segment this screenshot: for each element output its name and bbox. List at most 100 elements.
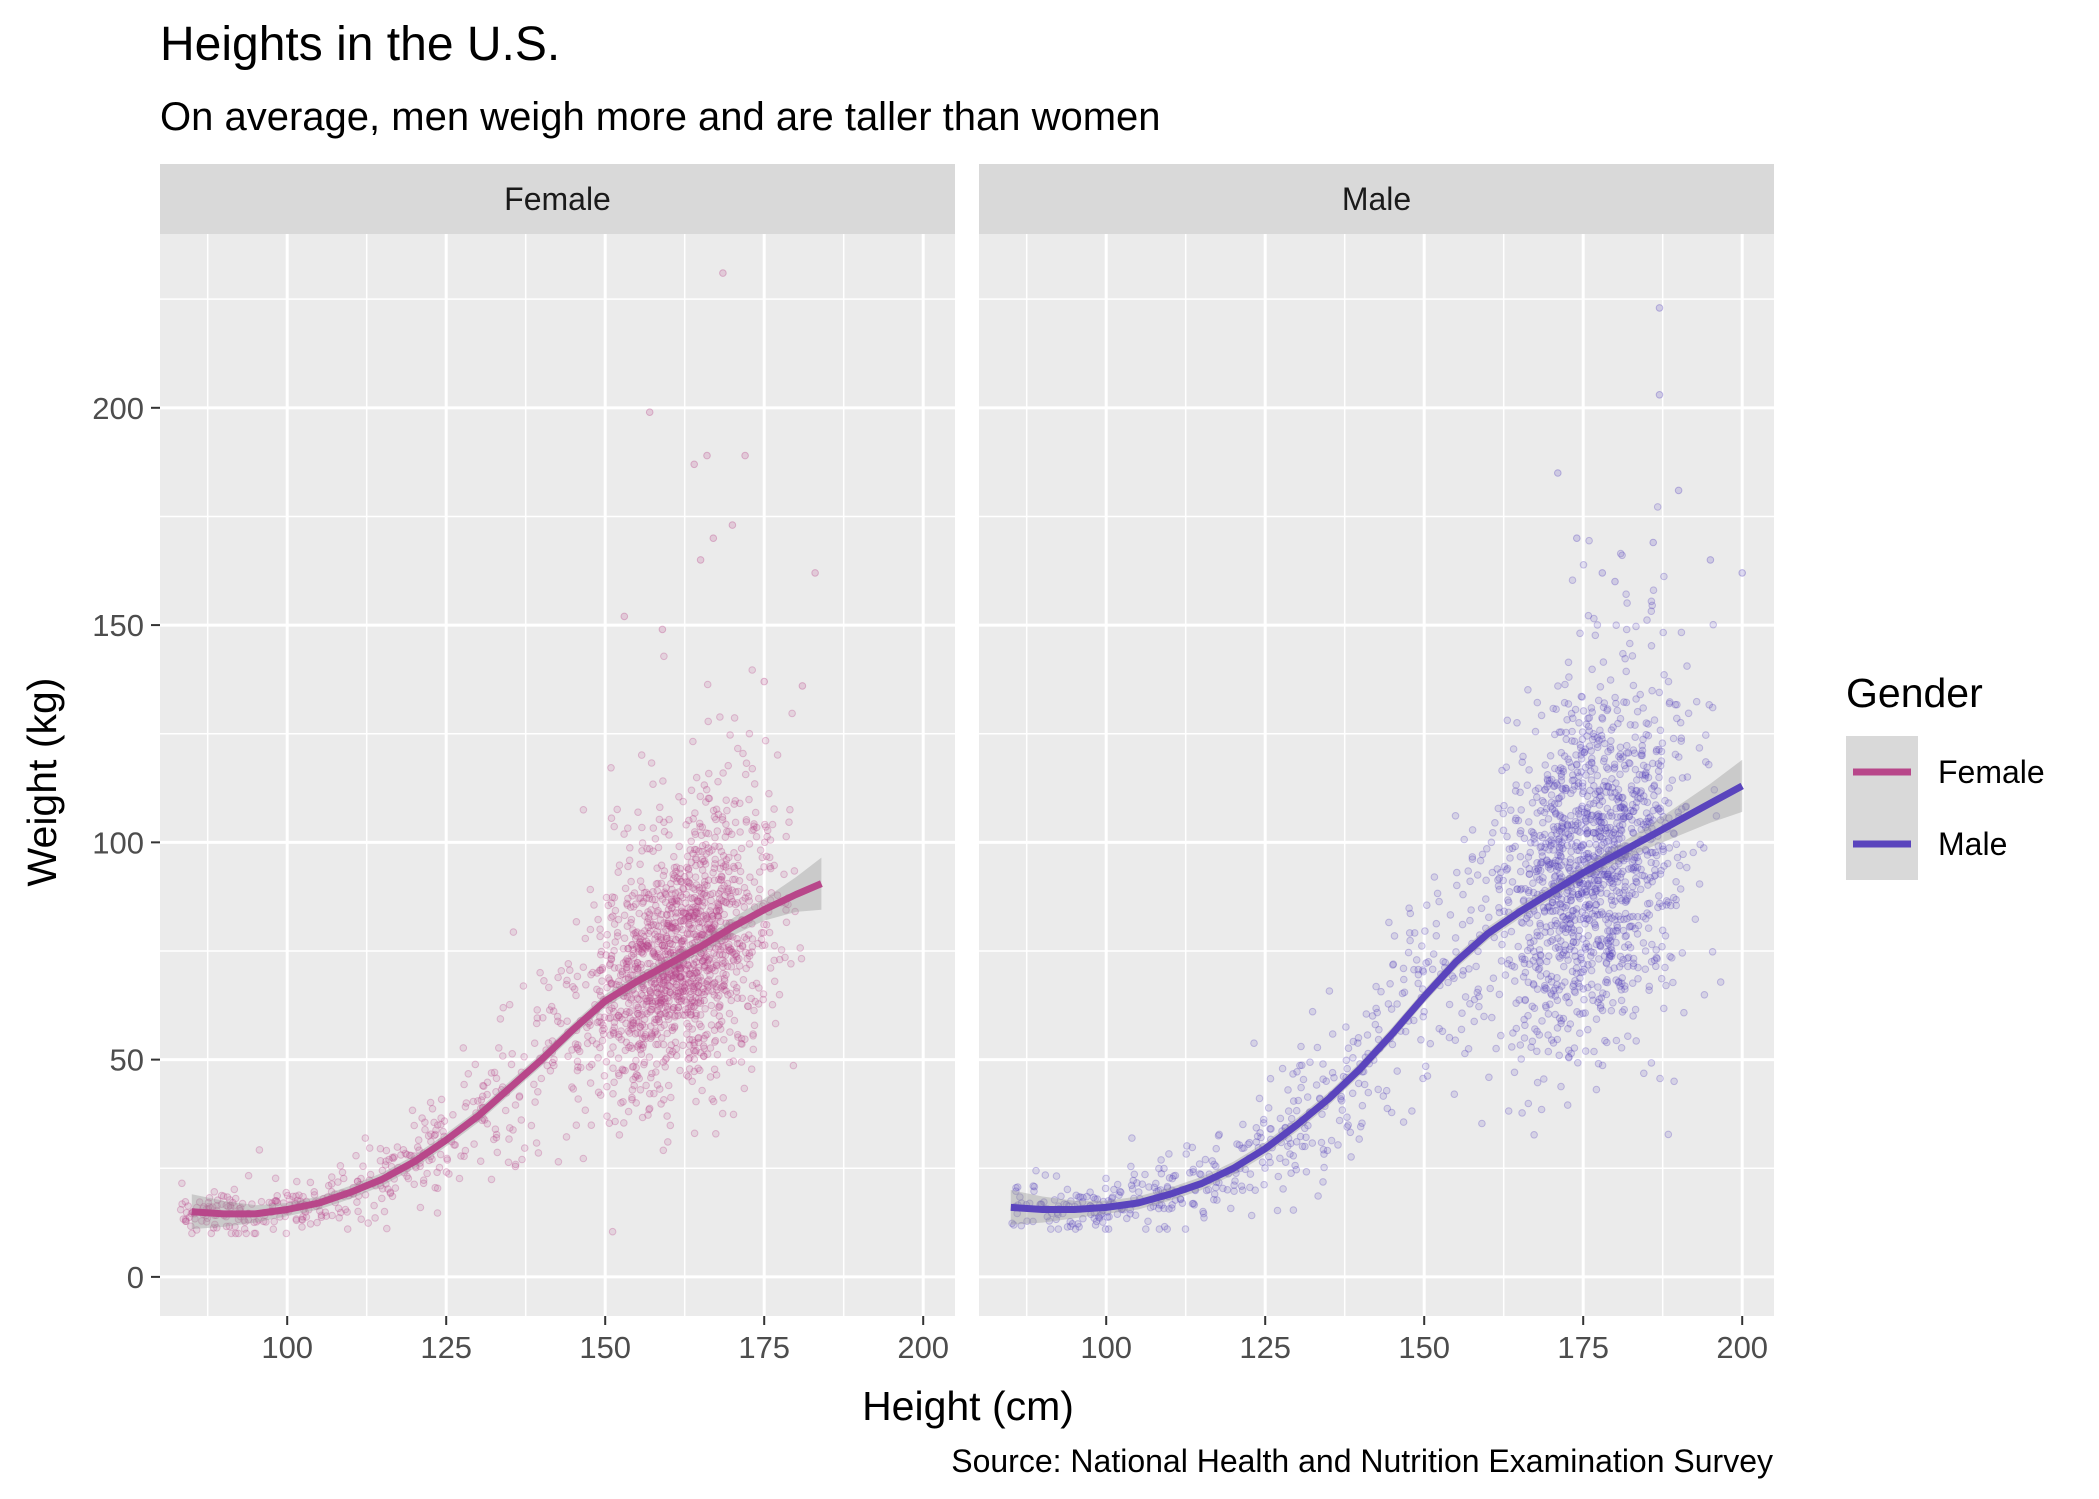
data-point (618, 1065, 627, 1074)
data-point (593, 1018, 602, 1027)
data-point (313, 1218, 321, 1227)
data-point (1695, 880, 1704, 888)
data-point (720, 981, 728, 990)
data-point (1571, 976, 1579, 985)
data-point (1520, 834, 1529, 843)
data-point (511, 1101, 520, 1109)
data-point (1530, 937, 1538, 945)
x-tick-label: 125 (420, 1330, 472, 1365)
data-point (672, 980, 681, 989)
data-point (381, 1161, 390, 1169)
data-point (603, 983, 611, 992)
data-point (1419, 1074, 1427, 1083)
data-point (1659, 847, 1667, 856)
data-point (1273, 1206, 1282, 1215)
data-point (708, 924, 716, 933)
data-point (607, 814, 616, 823)
data-point (1563, 914, 1571, 923)
data-point (652, 952, 660, 961)
data-point (376, 1144, 385, 1153)
data-point (618, 1015, 626, 1024)
data-point (669, 924, 677, 932)
data-point (1564, 956, 1572, 964)
data-point (710, 949, 718, 957)
data-point (670, 991, 678, 1000)
data-point (758, 853, 767, 862)
data-point (1631, 733, 1639, 742)
data-point (1142, 1225, 1150, 1233)
data-point (702, 980, 710, 988)
data-point (681, 909, 689, 918)
data-point (717, 1017, 726, 1026)
data-point (646, 927, 654, 935)
data-point (1445, 1033, 1454, 1042)
data-point (626, 903, 635, 912)
data-point (1564, 700, 1573, 708)
data-point (1620, 800, 1628, 809)
data-point (669, 1004, 678, 1012)
data-point (1466, 916, 1474, 925)
data-point (1429, 950, 1438, 958)
data-point (1451, 934, 1460, 942)
data-point (1556, 812, 1564, 821)
data-point (1622, 698, 1631, 707)
data-point (1594, 787, 1602, 796)
data-point (628, 1024, 637, 1032)
data-point (677, 945, 685, 954)
data-point (666, 970, 674, 979)
data-point (391, 1184, 400, 1192)
data-point (719, 963, 727, 971)
data-point (1533, 698, 1542, 707)
data-point (1565, 998, 1573, 1007)
data-point (691, 903, 700, 911)
data-point (775, 955, 784, 964)
data-point (663, 1002, 672, 1011)
data-point (1497, 1031, 1505, 1040)
data-point (694, 1033, 703, 1042)
data-point (639, 897, 648, 906)
data-point (672, 980, 681, 989)
data-point (721, 833, 730, 841)
data-point (1577, 751, 1585, 759)
data-point (714, 1003, 723, 1011)
data-point (652, 901, 660, 910)
data-point (619, 1066, 627, 1075)
data-point (1588, 665, 1596, 674)
data-point (628, 941, 636, 949)
data-point (1520, 1034, 1529, 1042)
y-tick-label: 50 (110, 1043, 144, 1078)
data-point (445, 1170, 453, 1178)
data-point (606, 1014, 615, 1022)
data-point (191, 1215, 199, 1223)
data-point (684, 979, 693, 987)
data-point (1634, 857, 1643, 866)
data-point (1389, 960, 1398, 969)
data-point-outlier (811, 569, 819, 577)
data-point (672, 900, 681, 908)
data-point (736, 867, 745, 876)
data-point (423, 1169, 431, 1178)
data-point (1419, 967, 1428, 976)
data-point (430, 1118, 438, 1127)
data-point (791, 907, 799, 916)
data-point (1302, 1168, 1311, 1176)
data-point (1661, 963, 1669, 972)
data-point (1071, 1225, 1080, 1233)
data-point (770, 956, 779, 965)
data-point (603, 1112, 611, 1120)
data-point (1683, 773, 1692, 781)
data-point (1607, 1006, 1616, 1015)
data-point (1422, 959, 1430, 967)
data-point (613, 805, 622, 814)
data-point (1489, 974, 1498, 983)
data-point (731, 797, 740, 805)
data-point (213, 1224, 221, 1232)
data-point (639, 1000, 647, 1009)
data-point (687, 858, 696, 867)
data-point (574, 1045, 582, 1053)
data-point (623, 901, 632, 909)
data-point (562, 1133, 571, 1141)
data-point (608, 980, 616, 988)
data-point (223, 1193, 232, 1201)
data-point (594, 1054, 602, 1062)
